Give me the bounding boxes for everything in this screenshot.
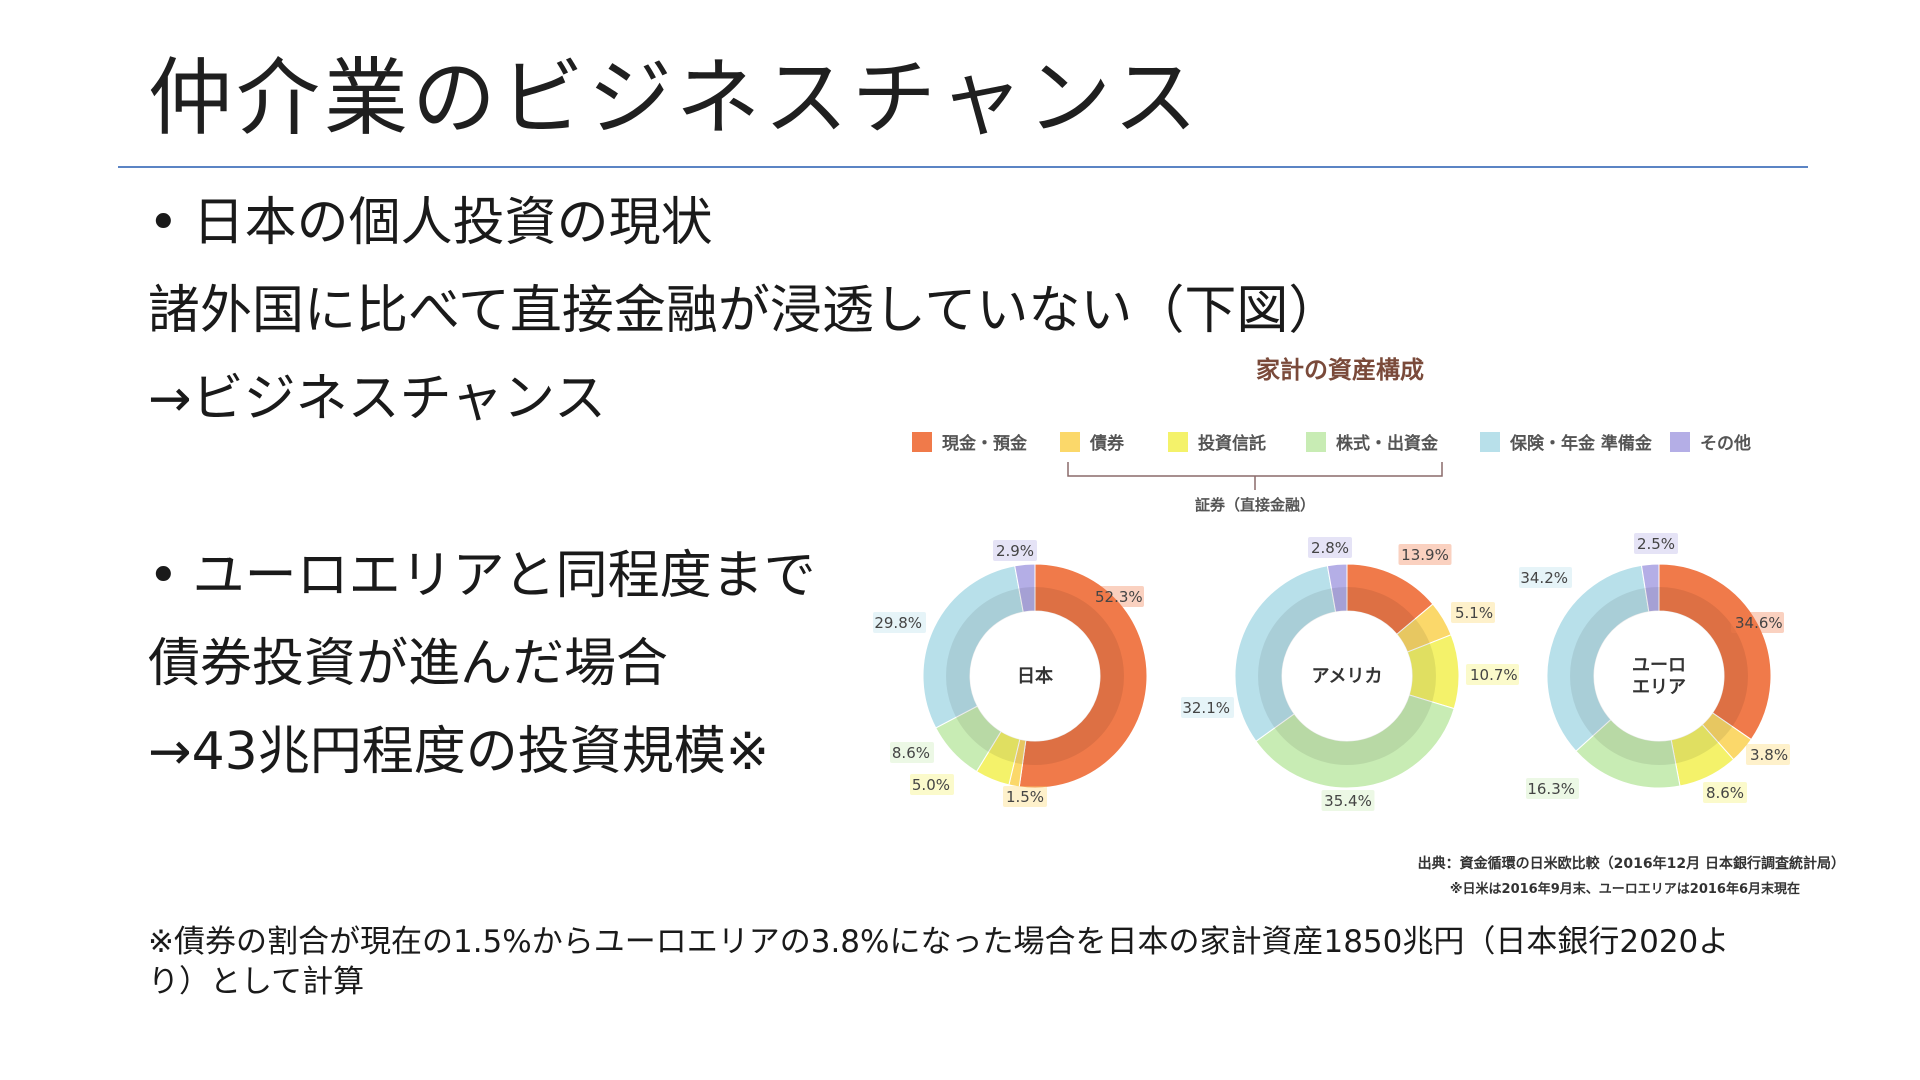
legend-label-0: 現金・預金 [942, 433, 1028, 454]
legend-swatch-2 [1168, 432, 1188, 452]
donut-2-value-label-1: 3.8% [1750, 746, 1788, 764]
donut-1-slice-5 [1326, 563, 1348, 613]
donut-2-label-bg-2 [1703, 782, 1747, 803]
chart-source: 出典：資金循環の日米欧比較（2016年12月 日本銀行調査統計局） [1418, 855, 1845, 872]
donut-2-label-bg-1 [1746, 744, 1790, 765]
donut-0-inner-shade [946, 587, 1124, 765]
text-bond-investment: 債券投資が進んだ場合 [148, 634, 669, 694]
legend-label-2: 投資信託 [1198, 433, 1266, 454]
donut-2-slice-5 [1640, 563, 1660, 613]
donut-1-label-bg-4 [1181, 697, 1234, 718]
title-divider [118, 166, 1808, 168]
donut-0-label-bg-0 [1091, 586, 1144, 607]
legend-swatch-4 [1480, 432, 1500, 452]
donut-2-label-bg-5 [1634, 533, 1678, 554]
donut-0-center-label: 日本 [1017, 665, 1053, 687]
donut-0-value-label-2: 5.0% [912, 776, 950, 794]
donut-0-label-bg-1 [1003, 786, 1047, 807]
donut-1-slice-4 [1234, 565, 1337, 742]
text-business-chance: →ビジネスチャンス [148, 369, 607, 429]
bullet-current-status: 日本の個人投資の現状 [148, 192, 713, 254]
donut-1-label-bg-3 [1321, 790, 1375, 811]
donut-0-value-label-4: 29.8% [874, 614, 922, 632]
securities-bracket [1067, 462, 1443, 490]
donut-2-label-bg-4 [1519, 567, 1572, 588]
donut-2-center-label-1: エリア [1632, 677, 1686, 698]
legend-swatch-1 [1060, 432, 1080, 452]
donut-1-value-label-0: 13.9% [1401, 546, 1449, 564]
donut-0-value-label-0: 52.3% [1095, 588, 1143, 606]
donut-2-value-label-3: 16.3% [1527, 780, 1575, 798]
donut-0-slice-5 [1014, 563, 1036, 613]
donut-0-value-label-1: 1.5% [1006, 788, 1044, 806]
donut-1-slice-3 [1255, 694, 1455, 789]
legend-label-4: 保険・年金 準備金 [1509, 433, 1653, 454]
donut-2-value-label-0: 34.6% [1735, 614, 1783, 632]
donut-1-label-bg-0 [1398, 544, 1452, 565]
donut-1-value-label-5: 2.8% [1311, 539, 1349, 557]
donut-0-value-label-3: 8.6% [892, 744, 930, 762]
donut-0-label-bg-3 [890, 742, 934, 763]
donut-0-label-bg-4 [873, 612, 926, 633]
footnote: ※債券の割合が現在の1.5%からユーロエリアの3.8%になった場合を日本の家計資… [148, 924, 1730, 1001]
donut-1-label-bg-1 [1451, 602, 1495, 623]
securities-bracket-label: 証券（直接金融） [1195, 496, 1315, 514]
donut-1-center-label: アメリカ [1311, 666, 1382, 687]
donut-1-value-label-1: 5.1% [1455, 604, 1493, 622]
donut-0-label-bg-2 [910, 774, 954, 795]
donut-1-label-bg-5 [1308, 537, 1352, 558]
donut-0-value-label-5: 2.9% [996, 542, 1034, 560]
donut-2-slice-0 [1658, 563, 1772, 741]
legend-label-3: 株式・出資金 [1336, 433, 1439, 454]
donut-2-slice-4 [1546, 564, 1650, 752]
chart-note: ※日米は2016年9月末、ユーロエリアは2016年6月末現在 [1450, 881, 1800, 897]
legend-swatch-5 [1670, 432, 1690, 452]
donut-2-value-label-4: 34.2% [1520, 569, 1568, 587]
text-investment-scale: →43兆円程度の投資規模※ [148, 722, 770, 782]
donut-2-label-bg-0 [1731, 612, 1784, 633]
donut-1-value-label-2: 10.7% [1470, 666, 1518, 684]
text-direct-finance: 諸外国に比べて直接金融が浸透していない（下図） [148, 281, 1341, 341]
donut-2-value-label-5: 2.5% [1637, 535, 1675, 553]
donut-1-label-bg-2 [1466, 664, 1519, 685]
donut-2-label-bg-3 [1526, 778, 1579, 799]
donut-0-slice-0 [1018, 563, 1148, 789]
donut-0-label-bg-5 [993, 540, 1037, 561]
legend-swatch-0 [912, 432, 932, 452]
legend-swatch-3 [1306, 432, 1326, 452]
donut-2-center-label-0: ユーロ [1632, 655, 1686, 676]
legend-label-5: その他 [1700, 433, 1751, 454]
donut-0-slice-4 [922, 565, 1024, 729]
bullet-euro-area: ユーロエリアと同程度まで [148, 545, 816, 607]
donut-1-inner-shade [1258, 587, 1436, 765]
chart-title: 家計の資産構成 [1256, 356, 1424, 384]
donut-2-inner-shade [1570, 587, 1748, 765]
legend-label-1: 債券 [1089, 433, 1125, 454]
donut-1-value-label-3: 35.4% [1324, 792, 1372, 810]
donut-2-value-label-2: 8.6% [1706, 784, 1744, 802]
slide-title: 仲介業のビジネスチャンス [148, 49, 1202, 147]
donut-1-value-label-4: 32.1% [1182, 699, 1230, 717]
